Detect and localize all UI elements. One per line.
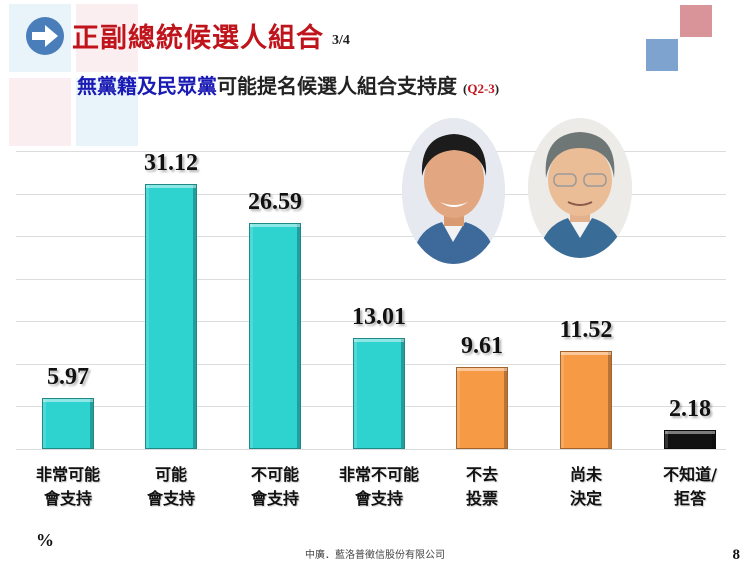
page-number: 8 bbox=[732, 547, 741, 563]
x-axis-label: 不可能 會支持 bbox=[250, 465, 299, 508]
page-fraction: 3/4 bbox=[332, 32, 350, 48]
question-code: (Q2-3) bbox=[463, 81, 500, 96]
bar-value-label: 2.18 bbox=[669, 396, 711, 423]
bar-value-label: 9.61 bbox=[461, 333, 503, 360]
bar-2 bbox=[249, 222, 301, 449]
unit-label: % bbox=[36, 530, 54, 550]
deco-square-pink-bottom bbox=[9, 78, 71, 146]
deco-square-light-blue-bottom bbox=[76, 78, 138, 146]
bar-5 bbox=[560, 350, 612, 449]
gridline bbox=[16, 321, 726, 323]
gridline bbox=[16, 151, 726, 152]
gridline bbox=[16, 236, 726, 238]
page-title: 正副總統候選人組合 bbox=[72, 23, 324, 54]
bar-4 bbox=[456, 367, 508, 449]
bar-value-label: 31.12 bbox=[144, 150, 198, 177]
bar-chart: 5.97 31.12 26.59 13.01 9.61 11.52 2.18 bbox=[16, 150, 726, 450]
x-axis-label: 不知道/拒答 bbox=[663, 465, 717, 508]
candidate-photo-left bbox=[402, 118, 505, 264]
bar-6 bbox=[664, 430, 716, 449]
bar-value-label: 26.59 bbox=[248, 188, 302, 215]
x-axis-label: 非常可能 會支持 bbox=[35, 465, 100, 508]
chart-subtitle: 無黨籍及民眾黨可能提名候選人組合支持度 (Q2-3) bbox=[77, 70, 499, 99]
deco-square-red bbox=[680, 5, 712, 37]
footer-company: 中廣．藍洛普徵信股份有限公司 bbox=[305, 550, 445, 561]
bar-3 bbox=[353, 338, 405, 449]
bar-value-label: 13.01 bbox=[352, 304, 406, 331]
bar-value-label: 11.52 bbox=[559, 316, 613, 343]
x-axis-label: 尚未 決定 bbox=[569, 465, 602, 508]
candidate-photo-right bbox=[528, 118, 632, 258]
bar-1 bbox=[145, 184, 197, 449]
subtitle-rest: 可能提名候選人組合支持度 bbox=[217, 74, 457, 98]
x-axis-label: 可能 會支持 bbox=[146, 465, 195, 508]
gridline bbox=[16, 278, 726, 280]
deco-square-pink-top bbox=[76, 4, 138, 72]
deco-square-blue bbox=[646, 39, 678, 71]
gridline bbox=[16, 193, 726, 195]
x-axis-label: 不去 投票 bbox=[465, 465, 498, 508]
title-row: 正副總統候選人組合 3/4 bbox=[26, 16, 350, 55]
bar-0 bbox=[42, 398, 94, 449]
gridline bbox=[16, 449, 726, 450]
bar-value-label: 5.97 bbox=[47, 364, 89, 391]
subtitle-highlight: 無黨籍及民眾黨 bbox=[77, 74, 217, 98]
arrow-right-icon bbox=[26, 16, 64, 55]
x-axis-label: 非常不可能 會支持 bbox=[338, 465, 419, 508]
